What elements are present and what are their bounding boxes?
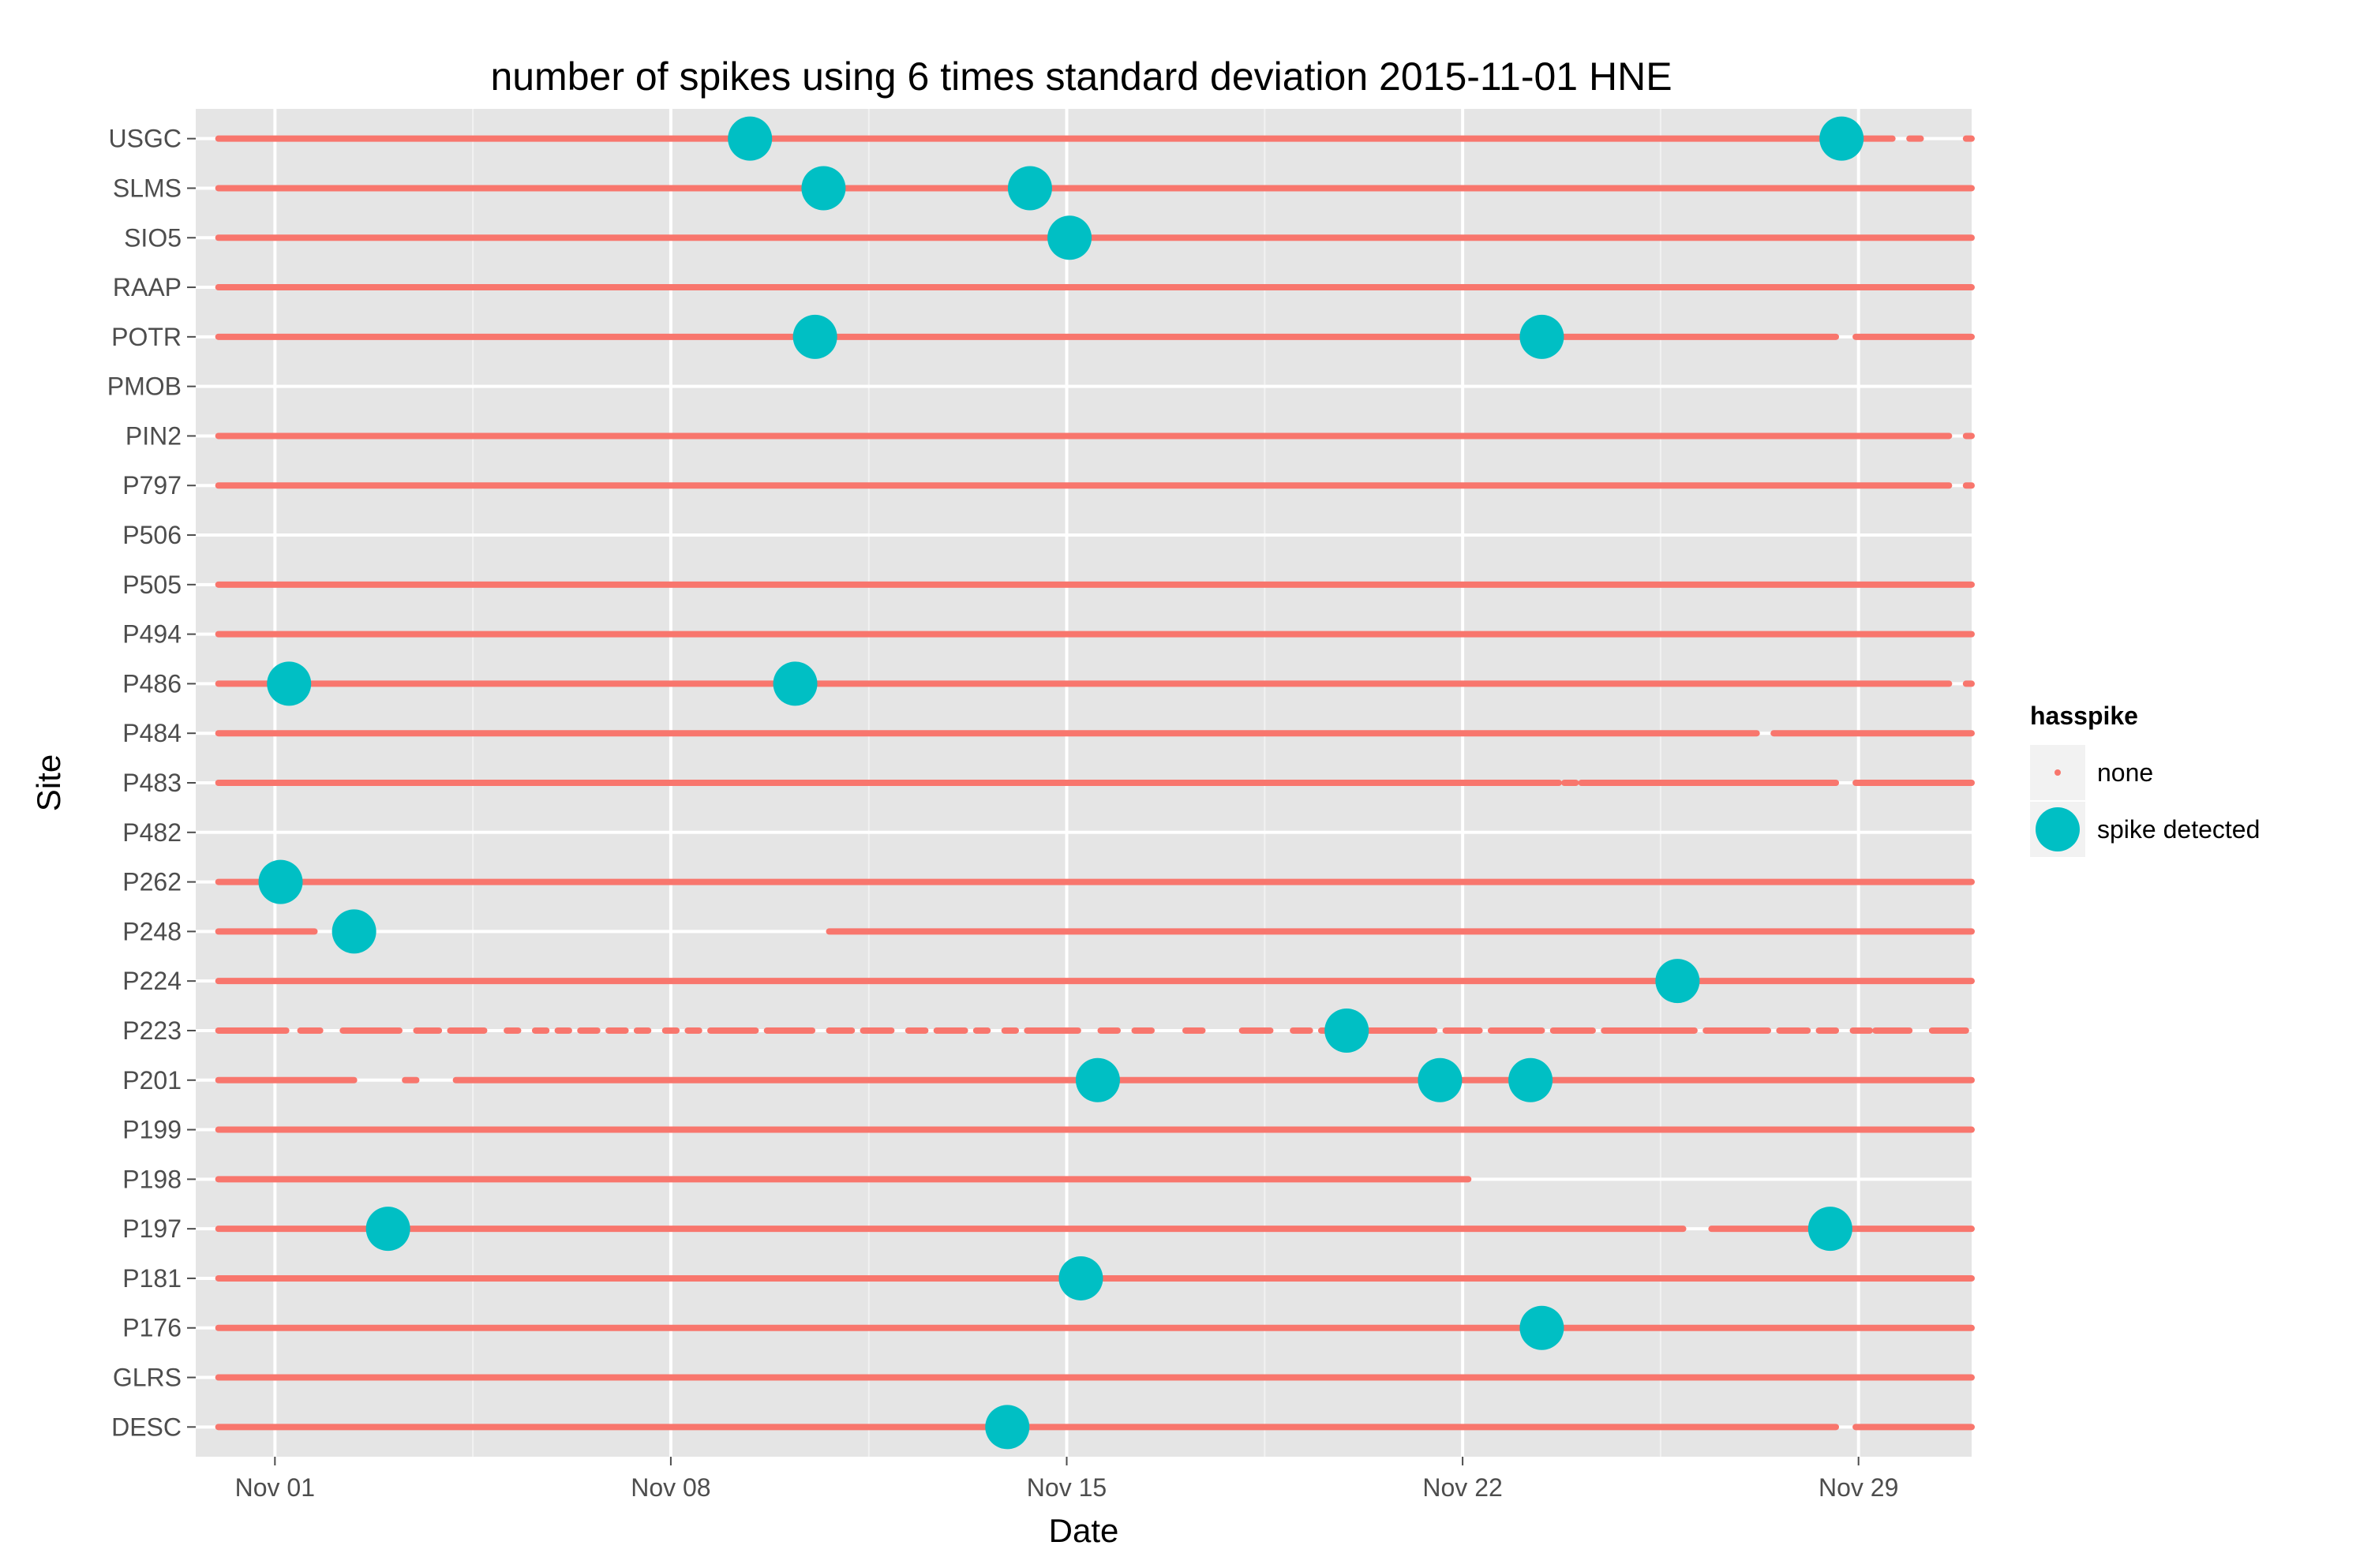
legend: hasspike none spike detected <box>2030 702 2260 857</box>
x-tick-label: Nov 15 <box>1027 1473 1107 1502</box>
legend-label-spike: spike detected <box>2097 815 2260 844</box>
y-tick-label: P494 <box>122 620 182 649</box>
y-tick-label: DESC <box>111 1413 182 1441</box>
y-tick-label: PIN2 <box>125 421 182 450</box>
y-tick-label: P224 <box>122 967 182 995</box>
y-tick-label: P199 <box>122 1116 182 1144</box>
spike-point <box>1324 1008 1369 1053</box>
x-tick-label: Nov 29 <box>1819 1473 1898 1502</box>
y-tick-label: P176 <box>122 1314 182 1342</box>
chart-title: number of spikes using 6 times standard … <box>490 54 1672 99</box>
y-tick-label: P482 <box>122 818 182 847</box>
x-tick-label: Nov 01 <box>235 1473 315 1502</box>
spike-point <box>258 859 303 904</box>
y-tick-label: POTR <box>111 323 182 351</box>
y-tick-label: P505 <box>122 571 182 599</box>
spike-point <box>1519 314 1564 359</box>
spike-point <box>365 1207 410 1252</box>
spike-point <box>985 1405 1030 1450</box>
y-tick-label: P484 <box>122 719 182 747</box>
x-tick-label: Nov 08 <box>631 1473 710 1502</box>
y-tick-label: GLRS <box>113 1364 182 1392</box>
spike-point <box>1519 1305 1564 1350</box>
y-tick-label: P197 <box>122 1214 182 1243</box>
y-tick-label: P262 <box>122 868 182 896</box>
y-tick-label: P181 <box>122 1264 182 1293</box>
spike-point <box>1058 1256 1103 1300</box>
y-tick-label: P486 <box>122 669 182 698</box>
legend-title: hasspike <box>2030 702 2138 730</box>
spike-point <box>792 314 837 359</box>
spike-point <box>1075 1057 1120 1102</box>
spike-point <box>331 909 376 954</box>
y-tick-label: SLMS <box>113 174 182 202</box>
x-axis: Nov 01 Nov 08 Nov 15 Nov 22 Nov 29 <box>235 1457 1898 1502</box>
x-tick-label: Nov 22 <box>1422 1473 1502 1502</box>
spike-point <box>267 661 312 706</box>
y-tick-label: USGC <box>109 125 182 153</box>
y-tick-label: P248 <box>122 917 182 945</box>
legend-label-none: none <box>2097 758 2153 787</box>
x-axis-title: Date <box>1049 1512 1119 1549</box>
spike-point <box>728 116 773 161</box>
y-axis-title: Site <box>30 754 67 811</box>
y-tick-label: P201 <box>122 1066 182 1095</box>
legend-swatch-none <box>2054 769 2061 776</box>
y-tick-label: P198 <box>122 1165 182 1193</box>
y-tick-label: P483 <box>122 769 182 797</box>
y-tick-label: P223 <box>122 1016 182 1045</box>
y-tick-label: RAAP <box>113 273 182 301</box>
spike-point <box>1807 1207 1852 1252</box>
y-tick-label: P797 <box>122 471 182 500</box>
spike-point <box>1508 1057 1553 1102</box>
legend-swatch-spike <box>2036 807 2080 851</box>
series-spike-detected <box>258 116 1864 1450</box>
spike-point <box>801 166 846 211</box>
y-tick-label: PMOB <box>107 372 182 401</box>
spike-point <box>773 661 818 706</box>
y-tick-label: P506 <box>122 521 182 549</box>
spike-point <box>1819 116 1864 161</box>
spike-point <box>1418 1057 1463 1102</box>
spike-point <box>1655 959 1700 1004</box>
y-tick-label: SIO5 <box>124 223 182 252</box>
spike-point <box>1047 215 1092 260</box>
spike-point <box>1007 166 1052 211</box>
y-axis: USGC SLMS SIO5 RAAP POTR PMOB PIN2 P797 P506 P505… <box>107 125 196 1441</box>
